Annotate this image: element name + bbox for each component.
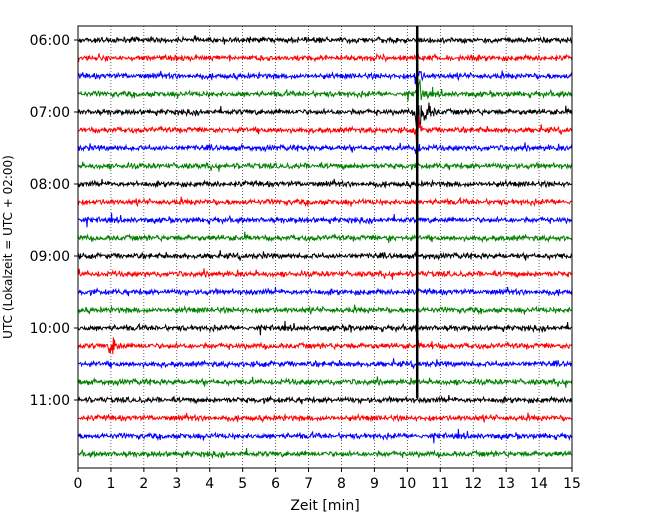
x-tick-label: 10: [398, 476, 416, 492]
plot-frame: [77, 25, 573, 469]
trace-line: [77, 79, 573, 111]
trace-line: [77, 268, 573, 280]
trace-line: [77, 376, 573, 388]
x-tick-label: 1: [106, 476, 115, 492]
trace-line: [77, 66, 573, 87]
trace-line: [77, 102, 573, 128]
trace-line: [77, 178, 573, 190]
trace-line: [77, 231, 573, 244]
x-tick-label: 14: [530, 476, 548, 492]
y-tick-label: 10:00: [30, 321, 70, 337]
y-axis-label: UTC (Lokalzeit = UTC + 02:00): [1, 155, 15, 339]
x-axis-ticks: 0 1 2 3 4 5 6 7 8 9 10 11 12 13 14 15: [74, 468, 581, 492]
x-tick-label: 7: [304, 476, 313, 492]
trace-line: [77, 320, 572, 336]
y-tick-label: 07:00: [30, 105, 70, 121]
x-tick-label: 3: [172, 476, 181, 492]
x-tick-label: 2: [139, 476, 148, 492]
seismic-traces: [77, 34, 573, 460]
trace-line: [77, 34, 573, 45]
trace-line: [77, 447, 573, 460]
trace-line: [77, 286, 573, 297]
trace-line: [77, 304, 573, 316]
trace-line: [77, 394, 573, 405]
trace-line: [77, 412, 573, 424]
trace-line: [77, 337, 573, 355]
x-tick-label: 15: [563, 476, 581, 492]
x-tick-label: 4: [205, 476, 214, 492]
y-axis-ticks: 06:00 07:00 08:00 09:00 10:00 11:00: [30, 33, 78, 409]
trace-line: [77, 114, 573, 143]
trace-line: [77, 428, 573, 444]
y-tick-label: 11:00: [30, 393, 70, 409]
x-tick-label: 5: [238, 476, 247, 492]
y-tick-label: 09:00: [30, 249, 70, 265]
x-tick-label: 9: [370, 476, 379, 492]
trace-line: [77, 212, 573, 228]
y-tick-label: 08:00: [30, 177, 70, 193]
trace-line: [77, 196, 573, 208]
trace-line: [77, 52, 573, 63]
x-tick-label: 8: [337, 476, 346, 492]
x-axis-label: Zeit [min]: [290, 498, 359, 514]
trace-line: [77, 358, 572, 370]
trace-line: [77, 161, 573, 172]
y-tick-label: 06:00: [30, 33, 70, 49]
x-tick-label: 6: [271, 476, 280, 492]
x-tick-label: 12: [464, 476, 482, 492]
trace-line: [77, 250, 573, 261]
x-tick-label: 11: [431, 476, 449, 492]
trace-line: [77, 142, 573, 154]
x-tick-label: 0: [74, 476, 83, 492]
x-tick-label: 13: [497, 476, 515, 492]
